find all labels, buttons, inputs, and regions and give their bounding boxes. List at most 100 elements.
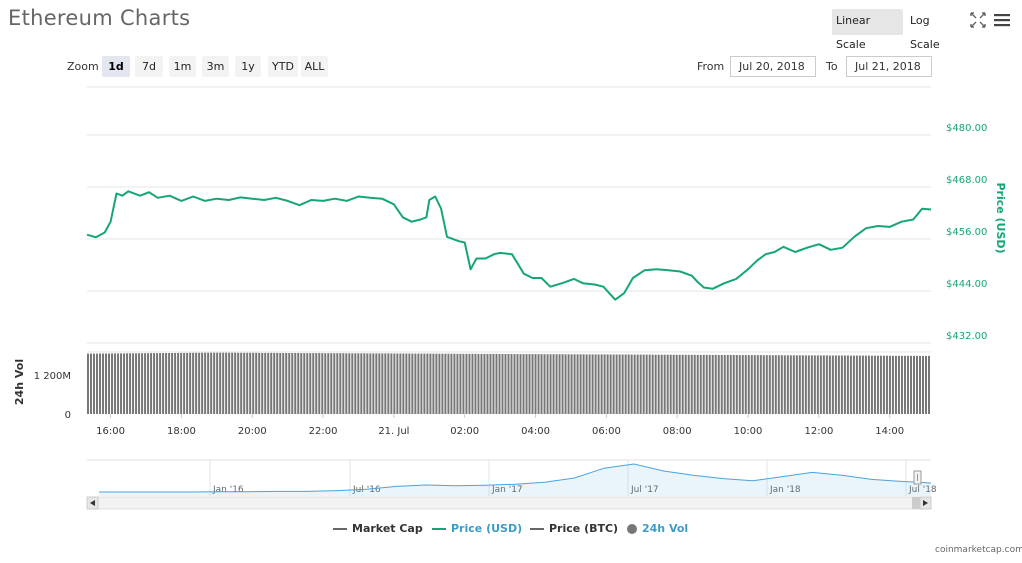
linear-scale-button[interactable]: Linear Scale: [832, 9, 903, 51]
volume-bar: [90, 353, 92, 414]
volume-bar: [846, 355, 849, 414]
credit-link[interactable]: coinmarketcap.com: [935, 545, 1022, 555]
volume-bar: [105, 353, 108, 414]
volume-bar: [558, 354, 561, 414]
volume-bar: [690, 354, 693, 414]
vol-axis-title: 24h Vol: [13, 359, 26, 405]
volume-bar: [534, 354, 537, 414]
volume-bar: [597, 354, 600, 414]
price-tick-label: $468.00: [946, 175, 987, 186]
volume-bar: [888, 355, 891, 414]
volume-bar: [492, 353, 495, 414]
volume-bar: [303, 353, 306, 414]
volume-bar: [426, 353, 429, 414]
volume-bar: [117, 353, 120, 414]
volume-bar: [441, 353, 444, 414]
volume-bar: [285, 353, 288, 414]
volume-bar: [246, 352, 249, 414]
x-tick-label: 14:00: [875, 426, 904, 437]
zoom-3m-button[interactable]: 3m: [202, 56, 229, 77]
volume-bar: [273, 352, 276, 414]
volume-bar: [384, 353, 387, 414]
volume-bar: [909, 355, 912, 414]
volume-bar: [120, 353, 123, 414]
volume-bar: [546, 354, 549, 414]
volume-bar: [162, 353, 165, 414]
menu-icon[interactable]: [994, 12, 1010, 28]
volume-bar: [624, 354, 627, 414]
volume-bar: [291, 353, 294, 414]
volume-bar: [873, 355, 876, 414]
volume-bar: [396, 353, 399, 414]
volume-bar: [294, 353, 297, 414]
page-title: Ethereum Charts: [8, 6, 191, 30]
volume-bar: [741, 355, 744, 414]
zoom-1y-button[interactable]: 1y: [235, 56, 261, 77]
volume-bar: [231, 352, 234, 414]
zoom-7d-button[interactable]: 7d: [135, 56, 163, 77]
volume-bar: [852, 355, 855, 414]
volume-bar: [402, 353, 405, 414]
navigator-tick-label: Jul '18: [908, 485, 937, 495]
volume-bar: [381, 353, 384, 414]
volume-bar: [453, 353, 456, 414]
volume-bar: [99, 353, 102, 414]
from-date-input[interactable]: Jul 20, 2018: [730, 56, 816, 77]
volume-bar: [525, 354, 528, 414]
volume-bar: [87, 353, 89, 414]
volume-bar: [612, 354, 615, 414]
volume-bar: [138, 353, 141, 414]
volume-bar: [210, 352, 213, 414]
volume-bar: [240, 352, 243, 414]
volume-bar: [183, 352, 186, 414]
fullscreen-icon[interactable]: [970, 12, 986, 28]
zoom-1d-button[interactable]: 1d: [102, 56, 130, 77]
volume-bar: [771, 355, 774, 414]
volume-bar: [480, 353, 483, 414]
zoom-1m-button[interactable]: 1m: [169, 56, 196, 77]
volume-bar: [756, 355, 759, 414]
volume-bar: [465, 353, 468, 414]
volume-bar: [366, 353, 369, 414]
legend-24h-vol[interactable]: 24h Vol: [627, 522, 688, 535]
volume-bar: [198, 352, 201, 414]
volume-bar: [411, 353, 414, 414]
volume-bar: [579, 354, 582, 414]
navigator-tick-label: Jul '16: [352, 485, 381, 495]
volume-bar: [504, 354, 507, 414]
volume-bar: [516, 354, 519, 414]
volume-bar: [928, 355, 930, 414]
volume-bar: [150, 353, 153, 414]
volume-bar: [468, 353, 471, 414]
zoom-all-button[interactable]: ALL: [301, 56, 328, 77]
volume-bar: [363, 353, 366, 414]
volume-bar: [834, 355, 837, 414]
volume-bar: [792, 355, 795, 414]
volume-bar: [222, 352, 225, 414]
legend-price-usd[interactable]: Price (USD): [432, 522, 522, 535]
volume-bar: [726, 355, 729, 414]
volume-bar: [543, 354, 546, 414]
to-date-input[interactable]: Jul 21, 2018: [846, 56, 932, 77]
volume-bar: [225, 352, 228, 414]
legend-price-btc[interactable]: Price (BTC): [530, 522, 618, 535]
scroll-thumb: [912, 497, 920, 509]
x-tick-label: 08:00: [663, 426, 692, 437]
volume-bar: [606, 354, 609, 414]
from-label: From: [697, 60, 725, 73]
zoom-ytd-button[interactable]: YTD: [268, 56, 298, 77]
volume-bar: [324, 353, 327, 414]
log-scale-button[interactable]: Log Scale: [910, 14, 940, 51]
volume-bar: [567, 354, 570, 414]
volume-bar: [777, 355, 780, 414]
volume-bar: [258, 352, 261, 414]
x-tick-label: 10:00: [734, 426, 763, 437]
legend-market-cap[interactable]: Market Cap: [333, 522, 423, 535]
volume-bar: [423, 353, 426, 414]
volume-bar: [840, 355, 843, 414]
volume-bar: [447, 353, 450, 414]
price-btc-swatch: [530, 528, 544, 530]
volume-bar: [666, 354, 669, 414]
volume-bar: [915, 355, 918, 414]
